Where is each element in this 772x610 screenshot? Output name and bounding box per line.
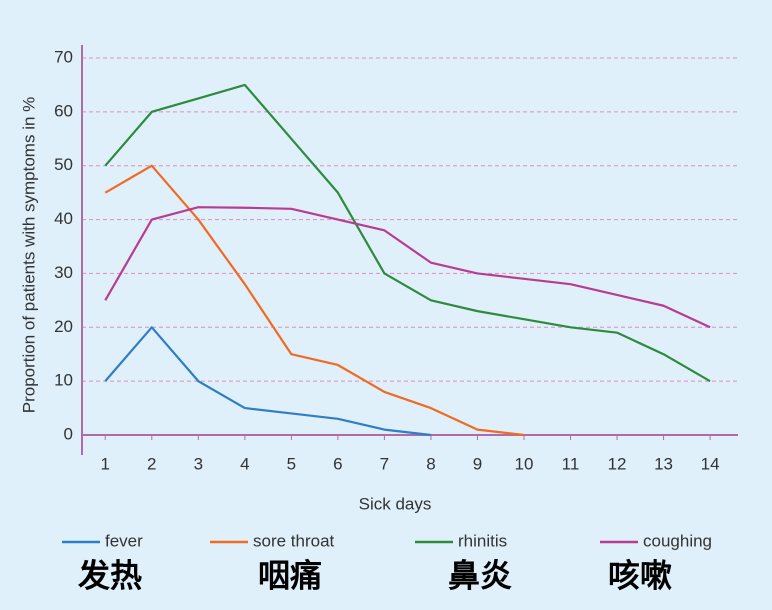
series-line (104, 206, 711, 329)
legend-label: fever (105, 531, 143, 550)
y-tick-label: 30 (54, 263, 73, 282)
y-axis-label: Proportion of patients with symptoms in … (19, 97, 38, 414)
x-tick-label: 11 (562, 454, 580, 473)
y-tick-label: 0 (64, 424, 73, 443)
x-tick-label: 14 (701, 454, 720, 473)
annotation: 鼻炎 (448, 557, 512, 593)
legend-label: coughing (643, 531, 712, 550)
x-tick-label: 9 (473, 454, 482, 473)
legend-label: rhinitis (458, 531, 507, 550)
legend-label: sore throat (253, 531, 335, 550)
annotation: 发热 (78, 557, 142, 593)
x-tick-label: 10 (515, 454, 534, 473)
x-tick-label: 1 (101, 454, 110, 473)
annotation: 咽痛 (258, 557, 322, 593)
x-tick-label: 13 (654, 454, 673, 473)
x-axis-label: Sick days (359, 494, 432, 513)
x-tick-label: 4 (240, 454, 249, 473)
y-tick-label: 60 (54, 101, 73, 120)
y-tick-label: 40 (54, 209, 73, 228)
x-tick-label: 2 (147, 454, 156, 473)
series-line (104, 83, 711, 383)
y-tick-label: 10 (54, 371, 73, 390)
x-tick-label: 6 (333, 454, 342, 473)
x-tick-label: 3 (194, 454, 203, 473)
x-tick-label: 5 (287, 454, 296, 473)
y-tick-label: 70 (54, 47, 73, 66)
annotation: 咳嗽 (608, 557, 672, 593)
y-tick-label: 20 (54, 317, 73, 336)
series-line (104, 164, 525, 437)
x-tick-label: 7 (380, 454, 389, 473)
x-tick-label: 12 (608, 454, 627, 473)
x-tick-label: 8 (426, 454, 435, 473)
series-line (104, 326, 432, 437)
y-tick-label: 50 (54, 155, 73, 174)
